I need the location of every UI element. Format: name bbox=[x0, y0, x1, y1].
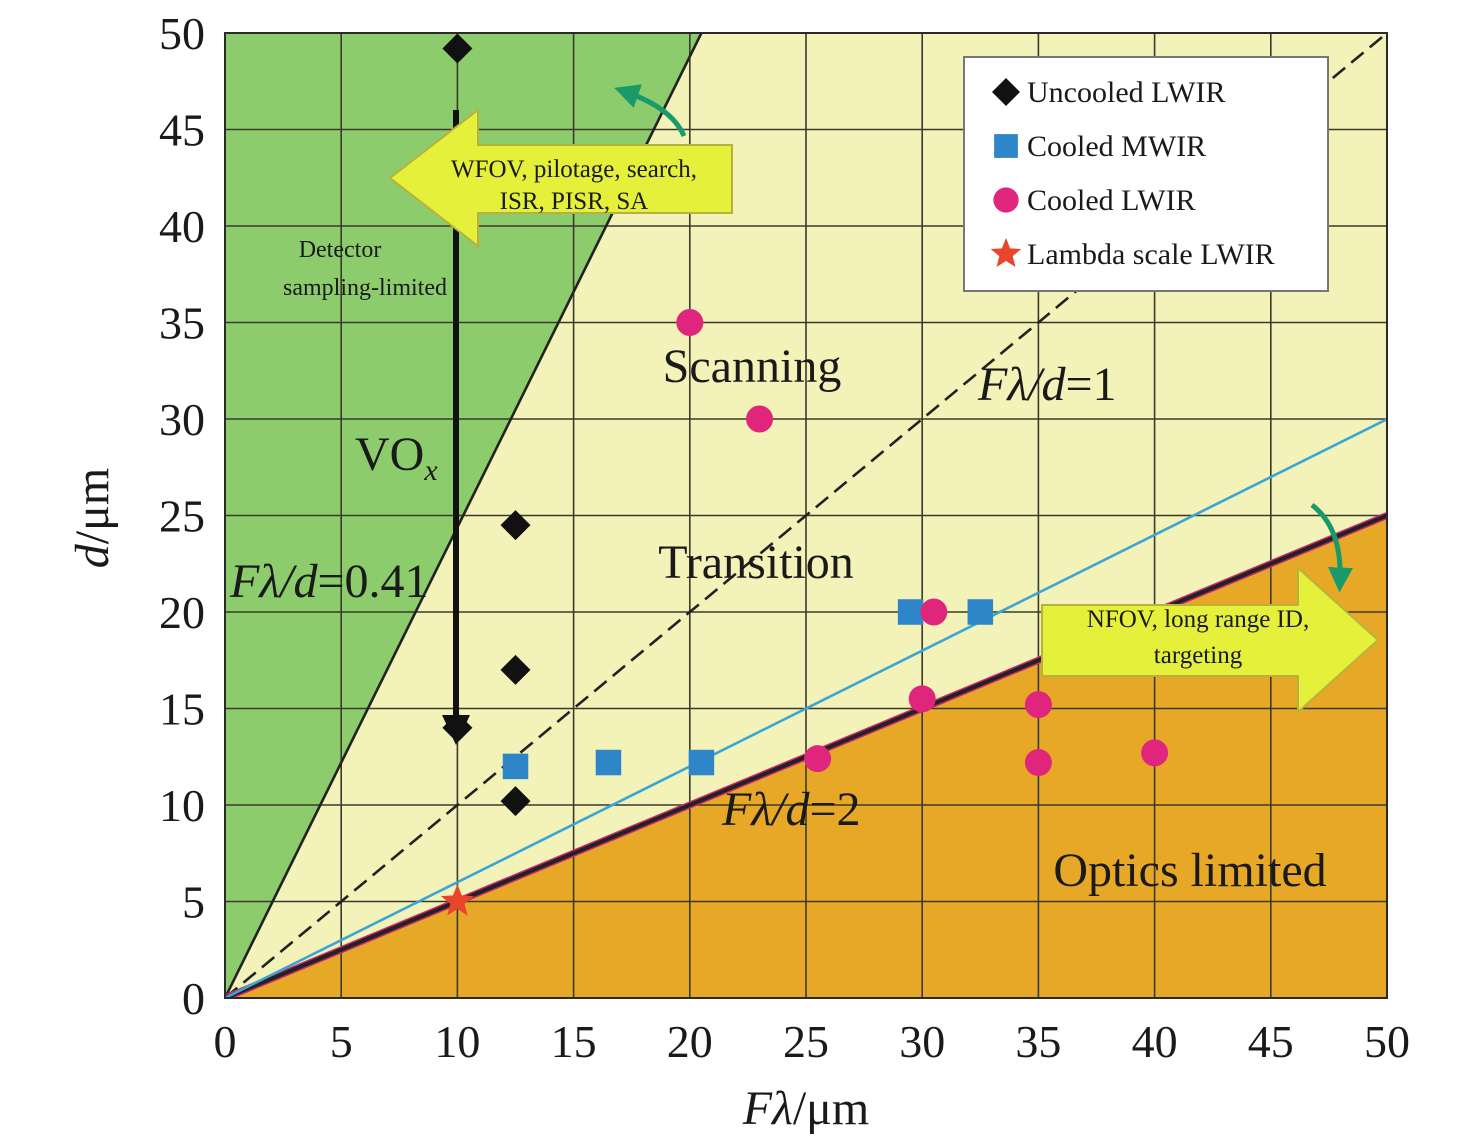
data-point-diamond bbox=[500, 786, 531, 817]
y-tick-label: 35 bbox=[159, 298, 205, 349]
y-tick-label: 30 bbox=[159, 394, 205, 445]
region-optics-limited-label: Optics limited bbox=[1053, 844, 1326, 897]
data-point-square bbox=[595, 749, 622, 776]
x-tick-label: 5 bbox=[330, 1016, 353, 1067]
vox-label: VOx bbox=[355, 428, 438, 487]
y-tick-label: 5 bbox=[182, 877, 205, 928]
plot-frame bbox=[224, 32, 1388, 999]
y-tick-label: 50 bbox=[159, 8, 205, 59]
x-tick-label: 10 bbox=[434, 1016, 480, 1067]
data-point-diamond bbox=[442, 712, 473, 743]
data-point-circle bbox=[1141, 739, 1169, 767]
data-point-circle bbox=[908, 685, 936, 713]
wfov-text-1: WFOV, pilotage, search, bbox=[451, 156, 697, 183]
data-point-circle bbox=[1024, 749, 1052, 777]
x-axis-title: Fλ/μm bbox=[742, 1082, 870, 1135]
x-tick-label: 50 bbox=[1364, 1016, 1410, 1067]
data-point-circle bbox=[1024, 691, 1052, 719]
x-tick-label: 45 bbox=[1248, 1016, 1294, 1067]
data-point-circle bbox=[746, 405, 774, 433]
wfov-text-2: ISR, PISR, SA bbox=[500, 188, 649, 215]
data-point-circle bbox=[920, 598, 948, 626]
data-point-diamond bbox=[442, 33, 473, 64]
label-f-lambda-d-041: Fλ/d=0.41 bbox=[229, 555, 429, 608]
data-point-circle bbox=[676, 309, 704, 336]
x-tick-labels: 0 5 10 15 20 25 30 35 40 45 50 bbox=[214, 1016, 1411, 1067]
data-point-star bbox=[440, 884, 474, 916]
wfov-curve-arrow bbox=[614, 84, 687, 138]
x-tick-label: 20 bbox=[667, 1016, 713, 1067]
data-point-square bbox=[897, 599, 924, 625]
data-point-square bbox=[967, 599, 994, 625]
legend-label: Uncooled LWIR bbox=[1027, 76, 1226, 109]
legend-label: Lambda scale LWIR bbox=[1027, 238, 1275, 271]
legend-marker-star bbox=[990, 237, 1022, 268]
region-transition-label: Transition bbox=[658, 536, 854, 589]
legend-marker-square bbox=[994, 134, 1018, 158]
y-tick-label: 25 bbox=[159, 491, 205, 542]
y-tick-label: 0 bbox=[182, 973, 205, 1024]
y-tick-label: 10 bbox=[159, 780, 205, 831]
x-tick-label: 0 bbox=[214, 1016, 237, 1067]
legend: Uncooled LWIR Cooled MWIR Cooled LWIR Lambd… bbox=[963, 56, 1329, 292]
legend-label: Cooled LWIR bbox=[1027, 184, 1196, 217]
detector-label-1: Detector bbox=[299, 237, 382, 263]
data-point-diamond bbox=[500, 510, 531, 541]
y-tick-labels: 0 5 10 15 20 25 30 35 40 45 50 bbox=[159, 8, 205, 1024]
y-tick-label: 40 bbox=[159, 201, 205, 252]
data-point-square bbox=[502, 753, 529, 780]
label-f-lambda-d-2: Fλ/d=2 bbox=[721, 783, 861, 836]
x-tick-label: 15 bbox=[551, 1016, 597, 1067]
nfov-arrow bbox=[1041, 565, 1380, 715]
x-tick-label: 35 bbox=[1015, 1016, 1061, 1067]
y-axis-title: d/μm bbox=[66, 468, 119, 568]
data-point-circle bbox=[804, 745, 832, 773]
detector-label-2: sampling-limited bbox=[283, 275, 447, 301]
reference-line bbox=[225, 417, 1387, 998]
legend-marker-circle bbox=[993, 187, 1019, 213]
nfov-text-2: targeting bbox=[1154, 642, 1243, 669]
label-f-lambda-d-1: Fλ/d=1 bbox=[977, 358, 1117, 411]
y-tick-label: 20 bbox=[159, 587, 205, 638]
x-tick-label: 30 bbox=[899, 1016, 945, 1067]
legend-marker-diamond bbox=[992, 78, 1020, 106]
x-tick-label: 25 bbox=[783, 1016, 829, 1067]
data-markers bbox=[440, 33, 1169, 916]
region-scanning-label: Scanning bbox=[663, 340, 842, 393]
legend-box bbox=[963, 56, 1329, 292]
y-tick-label: 15 bbox=[159, 684, 205, 735]
legend-label: Cooled MWIR bbox=[1027, 130, 1206, 163]
nfov-text-1: NFOV, long range ID, bbox=[1087, 606, 1309, 633]
nfov-curve-arrow bbox=[1310, 503, 1353, 593]
x-tick-label: 40 bbox=[1132, 1016, 1178, 1067]
data-point-diamond bbox=[500, 654, 531, 685]
wfov-arrow bbox=[388, 107, 733, 249]
y-tick-label: 45 bbox=[159, 105, 205, 156]
data-point-square bbox=[688, 749, 715, 776]
